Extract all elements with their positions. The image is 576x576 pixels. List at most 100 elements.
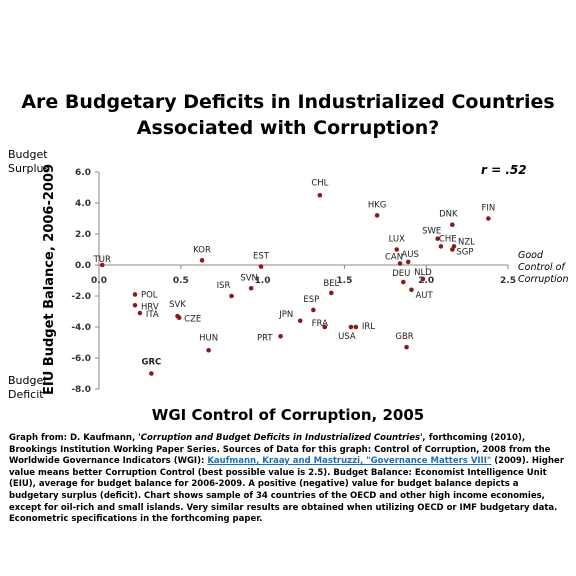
x-right-label: Good Control of Corruption xyxy=(518,250,569,286)
data-point-kor xyxy=(199,258,205,263)
data-point-ita xyxy=(137,310,143,316)
y-tick-label: 6.0 xyxy=(75,168,91,178)
point-label-sgp: SGP xyxy=(456,248,473,258)
data-point-grc xyxy=(149,371,154,376)
point-label-svk: SVK xyxy=(169,300,186,310)
point-label-fra: FRA xyxy=(312,319,328,329)
point-label-grc: GRC xyxy=(141,358,161,368)
y-bottom-label-line-2: Deficit xyxy=(8,388,44,401)
point-label-aut: AUT xyxy=(415,291,433,301)
notes-line-1-cont: forthcoming (2010), Brookings Institutio… xyxy=(9,433,526,455)
point-label-kor: KOR xyxy=(193,245,211,255)
data-point-fin xyxy=(486,216,491,221)
data-point-hun xyxy=(206,347,211,353)
point-label-tur: TUR xyxy=(93,255,111,265)
y-tick-label: -4.0 xyxy=(71,323,91,333)
data-point-aut xyxy=(409,287,414,293)
data-point-hkg xyxy=(374,213,380,218)
data-point-aus xyxy=(405,259,411,265)
data-point-usa xyxy=(348,324,354,330)
data-point-bel xyxy=(329,290,334,296)
notes-paper-title: 'Corruption and Budget Deficits in Indus… xyxy=(138,433,426,443)
x-right-label-line-2: Control of xyxy=(518,262,565,273)
x-axis-label: WGI Control of Corruption, 2005 xyxy=(151,406,425,424)
y-tick-label: -6.0 xyxy=(71,354,91,364)
data-point-dnk xyxy=(450,222,455,227)
x-right-label-line-3: Corruption xyxy=(518,274,569,285)
x-tick-label: 1.0 xyxy=(255,276,271,286)
y-tick-label: -8.0 xyxy=(71,385,91,395)
data-point-pol xyxy=(132,292,138,297)
point-label-cze: CZE xyxy=(184,315,201,325)
data-point-fra xyxy=(322,324,328,330)
data-point-prt xyxy=(278,334,283,339)
x-tick-label: 2.0 xyxy=(418,276,434,286)
chart-title-line-1: Are Budgetary Deficits in Industrialized… xyxy=(21,91,555,113)
source-notes: Graph from: D. Kaufmann, 'Corruption and… xyxy=(9,433,569,526)
point-label-bel: BEL xyxy=(323,279,339,289)
point-label-chl: CHL xyxy=(311,178,328,188)
data-point-svn xyxy=(248,285,254,291)
data-point-est xyxy=(258,264,264,269)
y-top-label-line-2: Surplus xyxy=(8,162,50,175)
x-right-label-line-1: Good xyxy=(518,250,544,261)
point-label-esp: ESP xyxy=(303,295,319,305)
data-point-esp xyxy=(311,307,316,313)
point-label-prt: PRT xyxy=(257,333,273,343)
data-point-che xyxy=(438,244,444,249)
y-top-label-line-1: Budget xyxy=(8,148,48,161)
chart-title-line-2: Associated with Corruption? xyxy=(136,117,440,139)
data-point-hrv xyxy=(132,303,138,308)
x-tick-label: 0.0 xyxy=(91,276,107,286)
data-point-can xyxy=(397,261,403,266)
data-point-gbr xyxy=(404,344,409,350)
data-point-chl xyxy=(317,192,323,198)
data-point-deu xyxy=(400,279,406,285)
data-point-isr xyxy=(229,293,234,299)
data-point-tur xyxy=(99,262,105,268)
point-label-isr: ISR xyxy=(217,281,231,291)
y-bottom-label: Budget Deficit xyxy=(8,374,48,402)
point-label-est: EST xyxy=(253,252,270,262)
point-label-pol: POL xyxy=(141,290,158,300)
point-label-usa: USA xyxy=(338,332,356,342)
point-label-ita: ITA xyxy=(146,310,159,320)
notes-source-link[interactable]: Kaufmann, Kraay and Mastruzzi, "Governan… xyxy=(207,456,492,467)
correlation-annotation: r = .52 xyxy=(481,163,527,177)
point-label-fin: FIN xyxy=(481,204,495,214)
y-tick-label: 4.0 xyxy=(75,199,91,209)
x-tick-label: 0.5 xyxy=(173,276,189,286)
point-label-nld: NLD xyxy=(414,268,432,278)
point-label-gbr: GBR xyxy=(395,332,413,342)
point-label-svn: SVN xyxy=(240,273,258,283)
data-point-nld xyxy=(420,276,426,282)
y-tick-label: 2.0 xyxy=(75,230,91,240)
y-tick-label: 0.0 xyxy=(75,261,91,271)
notes-line-1: Graph from: D. Kaufmann, xyxy=(9,433,139,443)
point-label-aus: AUS xyxy=(401,250,418,260)
x-tick-label: 2.5 xyxy=(500,276,516,286)
data-point-cze xyxy=(176,315,182,321)
x-tick-label: 1.5 xyxy=(336,276,352,286)
notes-line-2: Sources of Data for this graph: Control … xyxy=(9,444,551,467)
data-point-jpn xyxy=(297,318,303,324)
point-label-dnk: DNK xyxy=(439,210,458,220)
point-label-che: CHE xyxy=(439,234,457,244)
notes-line-3: (2009). Higher value means better Corrup… xyxy=(9,456,565,525)
data-point-irl xyxy=(353,324,359,330)
point-label-hun: HUN xyxy=(199,333,218,343)
point-label-deu: DEU xyxy=(392,269,410,279)
y-tick-label: -2.0 xyxy=(71,292,91,302)
point-label-lux: LUX xyxy=(389,235,406,245)
y-bottom-label-line-1: Budget xyxy=(8,374,48,387)
point-label-jpn: JPN xyxy=(278,310,293,320)
data-point-swe xyxy=(435,236,440,241)
point-label-irl: IRL xyxy=(362,322,375,332)
point-label-can: CAN xyxy=(385,252,403,262)
point-label-swe: SWE xyxy=(422,227,441,237)
point-label-hrv: HRV xyxy=(141,302,159,312)
y-top-label: Budget Surplus xyxy=(8,148,49,176)
data-point-lux xyxy=(394,247,400,252)
point-label-hkg: HKG xyxy=(368,200,387,210)
